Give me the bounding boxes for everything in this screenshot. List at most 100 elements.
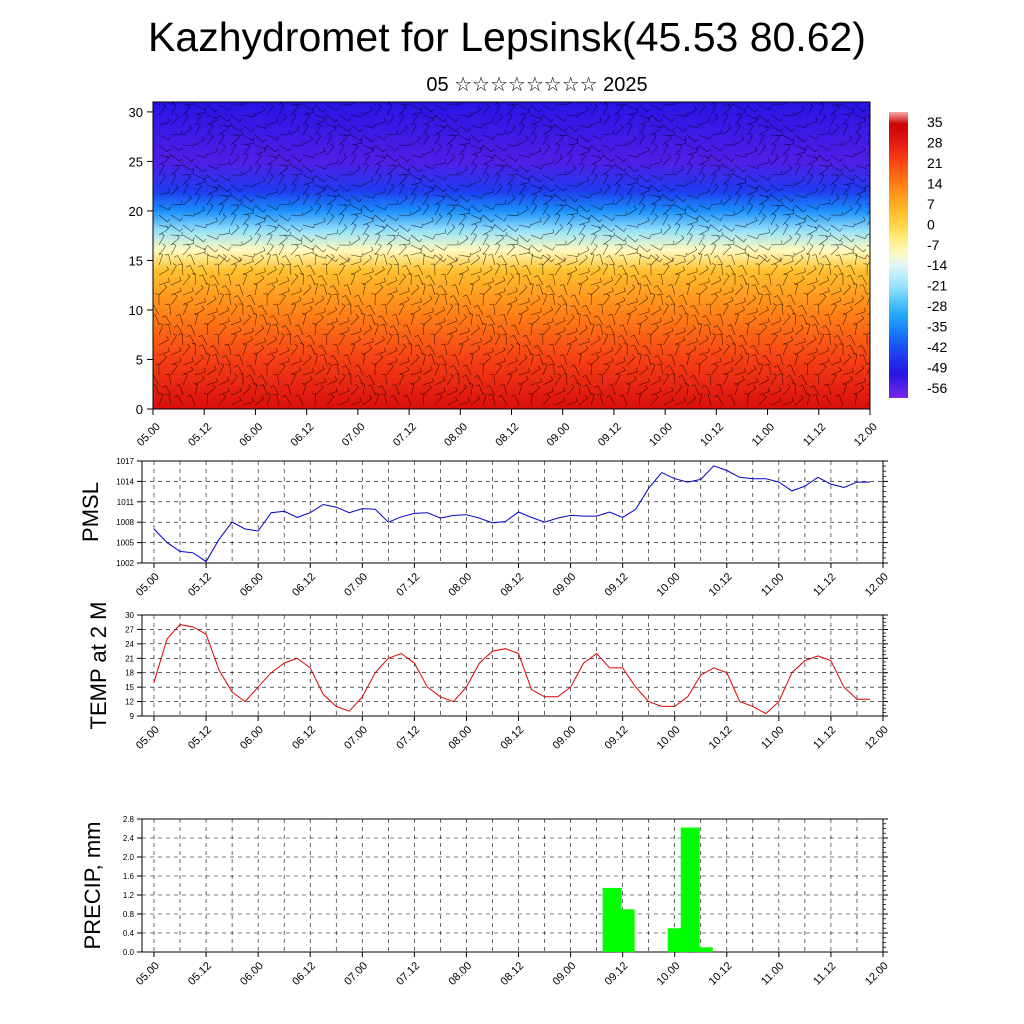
wind-barbs [153,102,870,406]
temp-ytick-label: 9 [130,712,135,721]
heatmap-ytick-label: 5 [136,352,143,367]
temp-grid [142,615,883,716]
precip-xtick-label: 07.00 [342,960,370,988]
precip-xtick-label: 10.12 [707,960,735,988]
temp-xtick-label: 07.12 [394,724,422,752]
pmsl-ytick-label: 1014 [116,477,134,486]
precip-ytick-label: 1.6 [123,872,135,881]
precip-ytick-label: 0.4 [123,929,135,938]
temp-xtick-label: 08.00 [446,724,474,752]
precip-bar [680,827,700,952]
precip-xtick-label: 05.00 [134,960,162,988]
pmsl-line [153,465,870,563]
pmsl-xtick-label: 08.00 [446,571,474,599]
temp-xtick-label: 05.12 [186,724,214,752]
precip-xtick-label: 11.00 [759,960,786,987]
heatmap-field [153,102,870,409]
colorbar-label: 0 [927,216,935,232]
pmsl-panel: 1002 1005 1008 1011 1014 1017 05.00 05.12 06.00 0… [78,457,891,599]
pmsl-xtick-label: 10.00 [655,571,683,599]
heatmap-xtick-label: 07.00 [340,421,368,449]
pmsl-xtick-label: 07.00 [342,571,370,599]
heatmap-xtick-label: 09.00 [545,421,573,449]
temp2m-panel: 9 12 15 18 21 24 27 30 05.00 05.12 06.00 06.12 07.00… [86,602,891,752]
colorbar-label: -21 [927,278,947,294]
page-subtitle: 05 ☆☆☆☆☆☆☆☆ 2025 [426,74,648,96]
precip-ytick-label: 2.4 [123,834,135,843]
temp-frame [141,614,884,717]
temp-xtick-label: 09.00 [550,724,578,752]
precip-ytick-label: 1.2 [123,891,135,900]
heatmap-xtick-label: 11.00 [750,421,777,448]
temp-xtick-label: 07.00 [342,724,370,752]
heatmap-ytick-label: 10 [129,303,143,318]
temp-xtick-label: 12.00 [863,724,891,752]
temp-ylabel: TEMP at 2 M [86,602,111,730]
temp-ytick-label: 12 [125,698,134,707]
heatmap-xtick-label: 05.00 [135,421,163,449]
heatmap-xtick-label: 06.00 [237,421,265,449]
precip-xtick-label: 10.00 [655,960,683,988]
heatmap-xtick-label: 05.12 [186,421,214,449]
precip-xtick-label: 12.00 [863,960,891,988]
precip-ytick-label: 0.0 [123,948,135,957]
colorbar-label: -42 [927,339,947,355]
temp-xtick-label: 05.00 [134,724,162,752]
precip-xtick-label: 05.12 [186,960,214,988]
temp-xtick-label: 06.00 [238,724,266,752]
temp-xtick-label: 11.00 [759,724,786,751]
precip-xtick-label: 09.12 [603,960,631,988]
temp-xtick-label: 09.12 [603,724,631,752]
pmsl-ytick-label: 1002 [116,559,134,568]
pmsl-xtick-label: 11.00 [759,571,786,598]
pmsl-xtick-label: 09.12 [603,571,631,599]
pmsl-xtick-label: 08.12 [498,571,526,599]
precip-xtick-label: 06.12 [290,960,318,988]
heatmap-xtick-label: 10.00 [647,421,675,449]
colorbar-label: -7 [927,237,940,253]
precip-frame [141,818,884,953]
temp-ytick-label: 27 [125,625,134,634]
pmsl-ytick-label: 1008 [116,518,134,527]
heatmap-xtick-label: 08.00 [442,421,470,449]
pmsl-xtick-label: 06.00 [238,571,266,599]
pmsl-xtick-label: 10.12 [707,571,735,599]
precip-bar [693,947,713,953]
precip-panel: 0.0 0.4 0.8 1.2 1.6 2.0 2.4 2.8 05.00 05.12 06.00 0… [80,815,891,988]
precip-grid [142,819,883,952]
pmsl-xtick-label: 05.12 [186,571,214,599]
temp-xtick-label: 06.12 [290,724,318,752]
temp-ytick-label: 24 [125,640,134,649]
temp-ytick-label: 30 [125,611,134,620]
temp-line [153,624,870,715]
heatmap-ytick-label: 25 [129,154,143,169]
pmsl-grid [142,461,883,563]
heatmap-xtick-label: 09.12 [596,421,624,449]
pmsl-ytick-label: 1011 [117,498,135,507]
colorbar-label: -35 [927,319,947,335]
heatmap-xtick-label: 11.12 [801,421,828,448]
precip-ytick-label: 2.8 [123,815,135,824]
precip-xtick-label: 06.00 [238,960,266,988]
pmsl-xtick-label: 05.00 [134,571,162,599]
precip-xtick-label: 07.12 [394,960,422,988]
heatmap-xtick-label: 08.12 [493,421,521,449]
heatmap-xtick-label: 10.12 [698,421,726,449]
precip-bar [615,909,635,953]
precip-ytick-label: 0.8 [123,910,135,919]
pmsl-xtick-label: 06.12 [290,571,318,599]
colorbar-label: -28 [927,298,947,314]
pmsl-xtick-label: 11.12 [811,571,838,598]
precip-xtick-label: 08.12 [498,960,526,988]
precip-xtick-label: 11.12 [811,960,838,987]
temp-xtick-label: 10.00 [655,724,683,752]
heatmap-ytick-label: 20 [129,204,143,219]
heatmap-xtick-label: 12.00 [852,421,880,449]
colorbar-label: -49 [927,360,947,376]
temp-xtick-label: 10.12 [707,724,735,752]
precip-xtick-label: 09.00 [550,960,578,988]
pmsl-ylabel: PMSL [78,482,103,542]
pmsl-xtick-label: 09.00 [550,571,578,599]
pmsl-frame [141,460,884,564]
temp-xtick-label: 08.12 [498,724,526,752]
